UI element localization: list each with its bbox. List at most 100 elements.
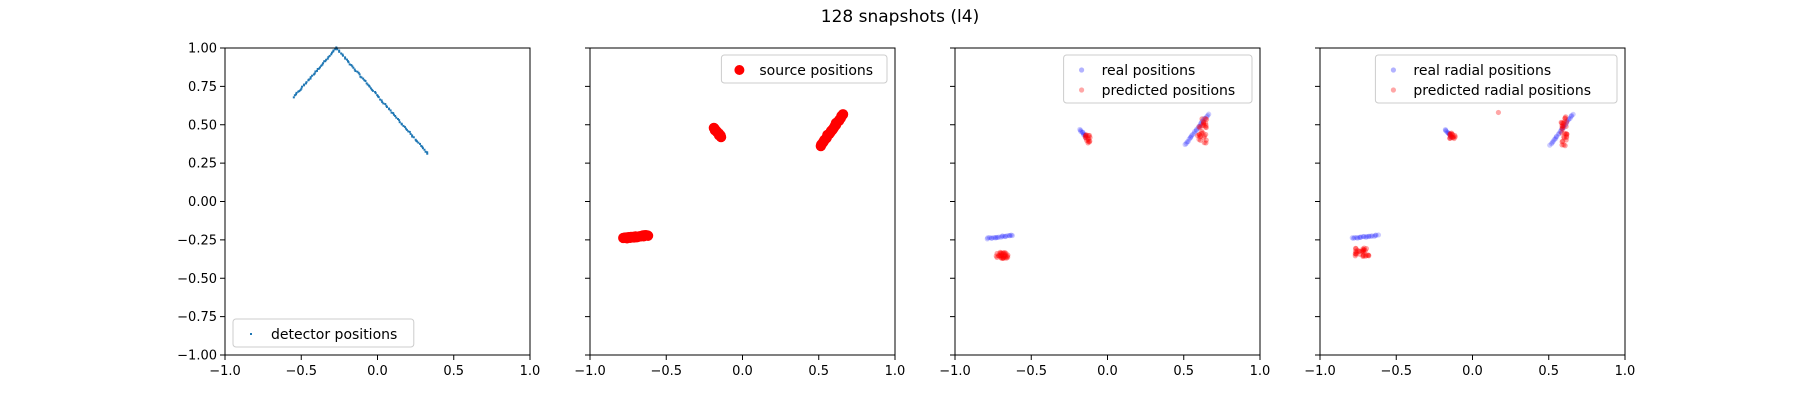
data-point (293, 94, 296, 97)
legend-box (720, 54, 888, 84)
data-point (1446, 130, 1452, 136)
figure-title: 128 snapshots (l4) (821, 7, 979, 27)
data-point (989, 235, 995, 241)
data-point (380, 99, 383, 102)
data-point (1452, 134, 1458, 140)
data-point (396, 118, 399, 121)
data-point (1363, 246, 1370, 252)
data-point (367, 84, 370, 87)
data-point (1448, 134, 1454, 141)
data-point (1078, 129, 1084, 135)
data-point (1549, 139, 1556, 145)
data-point (1563, 120, 1570, 126)
data-point (1443, 128, 1449, 134)
data-point (1201, 122, 1207, 128)
data-point (344, 57, 347, 60)
data-point (1353, 250, 1359, 257)
axes-frame (1319, 47, 1626, 356)
data-point (388, 108, 391, 111)
data-point (1087, 134, 1093, 141)
y-tick-label: −0.75 (177, 310, 217, 325)
data-point (358, 73, 361, 76)
data-point (1200, 118, 1206, 124)
data-point (1559, 142, 1565, 148)
data-point (295, 93, 298, 96)
data-point (1079, 129, 1086, 136)
data-point (1548, 141, 1555, 147)
data-point (1077, 126, 1083, 133)
data-point (1360, 252, 1366, 258)
data-point (1203, 122, 1209, 129)
data-point (996, 234, 1002, 240)
data-point (303, 83, 306, 86)
data-point (1442, 126, 1448, 133)
data-point (1199, 116, 1205, 122)
x-tick-label: −0.5 (650, 364, 682, 379)
data-point (1197, 134, 1203, 140)
data-point (1363, 252, 1369, 259)
x-tick-label: 1.0 (520, 364, 541, 379)
data-point (421, 145, 424, 148)
data-point (1556, 130, 1562, 136)
data-point (715, 131, 727, 143)
data-point (1569, 113, 1575, 119)
data-point (1198, 121, 1204, 127)
data-point (1082, 134, 1088, 140)
data-point (1350, 235, 1357, 241)
data-point (1368, 233, 1374, 239)
data-point (395, 116, 398, 119)
data-point (1563, 137, 1569, 143)
data-point (1357, 251, 1363, 257)
data-point (1201, 133, 1208, 139)
data-point (1360, 247, 1366, 254)
data-point (1449, 131, 1455, 137)
legend-label: predicted positions (1102, 83, 1236, 99)
data-point (377, 96, 380, 99)
data-point (1201, 140, 1207, 146)
data-point (1203, 137, 1209, 143)
data-point (1201, 135, 1207, 141)
data-point (405, 128, 408, 131)
data-point (1361, 233, 1367, 240)
data-point (992, 235, 999, 241)
data-point (1193, 126, 1200, 133)
data-point (385, 106, 388, 109)
data-point (1000, 255, 1007, 261)
x-tick-label: 0.5 (808, 364, 829, 379)
data-point (327, 56, 330, 59)
x-tick-label: 0.0 (1462, 364, 1483, 379)
data-point (1566, 116, 1572, 122)
data-point (307, 78, 310, 81)
data-point (1356, 234, 1363, 240)
data-point (1559, 126, 1565, 132)
data-point (1188, 133, 1195, 139)
data-point (1203, 131, 1209, 138)
data-point (334, 48, 337, 51)
data-point (1562, 143, 1568, 149)
y-tick-label: −0.25 (177, 233, 217, 248)
data-point (994, 234, 1001, 241)
data-point (997, 253, 1004, 259)
data-point (1360, 233, 1367, 240)
data-point (1354, 234, 1360, 241)
data-point (1085, 132, 1092, 139)
data-point (1445, 130, 1451, 136)
data-point (1563, 123, 1569, 130)
data-point (1550, 138, 1556, 144)
data-point (1000, 255, 1006, 261)
data-point (1000, 254, 1007, 260)
data-point (1183, 140, 1189, 147)
data-point (1000, 250, 1006, 256)
data-point (420, 144, 423, 147)
scatter-panel-4: −1.0 −0.5 0.0 0.5 1.0 real radial positions pr… (1304, 47, 1635, 379)
data-point (1085, 136, 1091, 142)
legend-box (1374, 54, 1618, 104)
data-point (1086, 139, 1093, 145)
data-point (1361, 249, 1367, 255)
data-point (1362, 248, 1368, 254)
data-point (1448, 130, 1455, 136)
data-point (353, 68, 356, 71)
data-point (1002, 251, 1008, 257)
data-point (351, 65, 354, 68)
data-point (352, 66, 355, 69)
